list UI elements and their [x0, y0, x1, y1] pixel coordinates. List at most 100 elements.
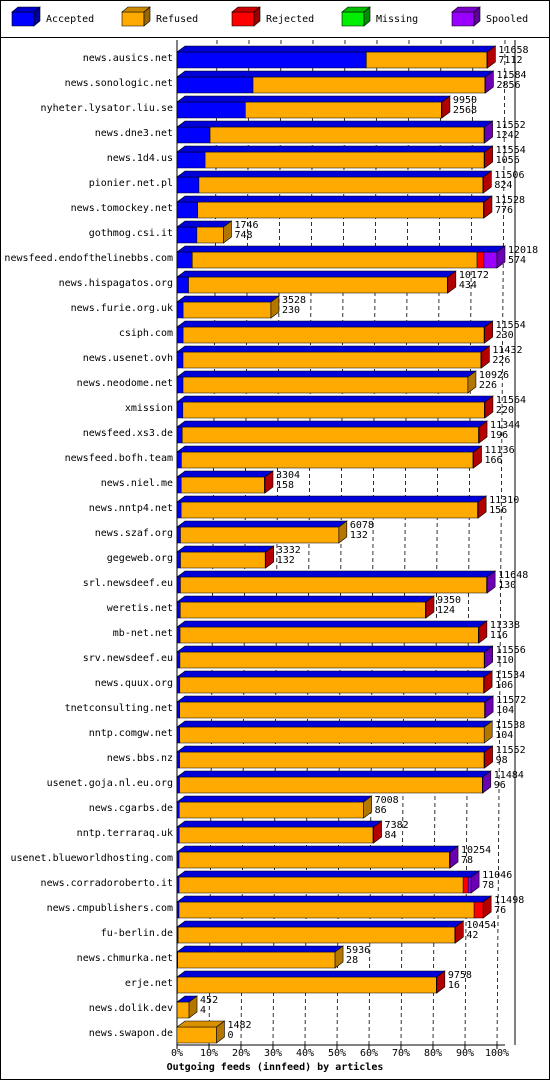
accepted-label: 220	[496, 405, 514, 416]
bar-segment	[484, 252, 497, 268]
bar-top	[177, 371, 476, 377]
bar-segment	[177, 127, 210, 143]
bar-top	[177, 171, 491, 177]
bar-segment	[245, 102, 441, 118]
bar-segment	[181, 477, 264, 493]
x-tick-label: 40%	[296, 1048, 314, 1059]
legend-swatch	[12, 12, 34, 26]
accepted-label: 1056	[496, 155, 520, 166]
accepted-label: 42	[466, 930, 478, 941]
bar-segment	[180, 677, 484, 693]
bar-segment	[179, 852, 449, 868]
accepted-label: 110	[496, 655, 514, 666]
category-label: news.tomockey.net	[71, 203, 173, 214]
bar-segment	[177, 602, 180, 618]
accepted-label: 132	[277, 555, 295, 566]
bar-top	[177, 471, 273, 477]
legend-label: Refused	[156, 14, 198, 25]
bar-top	[177, 671, 492, 677]
bar-top	[177, 896, 491, 902]
category-label: csiph.com	[119, 328, 173, 339]
category-label: srv.newsdeef.eu	[83, 653, 173, 664]
category-label: news.hispagatos.org	[59, 278, 173, 289]
category-label: fu-berlin.de	[101, 928, 173, 939]
bar-segment	[180, 752, 484, 768]
legend-label: Accepted	[46, 14, 94, 25]
category-label: news.ausics.net	[83, 53, 173, 64]
bar-segment	[179, 802, 363, 818]
bar-top	[177, 321, 493, 327]
bar-segment	[183, 402, 485, 418]
bar-segment	[177, 177, 199, 193]
accepted-label: 28	[346, 955, 358, 966]
bar-top	[177, 346, 489, 352]
x-tick-label: 60%	[360, 1048, 378, 1059]
bar-segment	[179, 827, 373, 843]
bar-top	[177, 196, 492, 202]
bar-top	[177, 871, 479, 877]
bar-top	[177, 521, 347, 527]
bar-top	[177, 246, 505, 252]
bar-segment	[477, 252, 484, 268]
accepted-label: 776	[495, 205, 513, 216]
bar-segment	[177, 352, 183, 368]
accepted-label: 2568	[453, 105, 477, 116]
category-label: news.usenet.ovh	[83, 353, 173, 364]
bar-segment	[177, 102, 245, 118]
category-label: nntp.terraraq.uk	[77, 828, 173, 839]
bar-top	[177, 146, 493, 152]
category-label: gothmog.csi.it	[89, 228, 173, 239]
category-label: tnetconsulting.net	[65, 703, 173, 714]
bar-segment	[253, 77, 485, 93]
legend-label: Rejected	[266, 14, 314, 25]
accepted-label: 130	[498, 580, 516, 591]
bar-segment	[177, 902, 179, 918]
bar-segment	[177, 527, 181, 543]
accepted-label: 0	[227, 1030, 233, 1041]
accepted-label: 106	[495, 680, 513, 691]
accepted-label: 116	[490, 630, 508, 641]
bar-segment	[179, 877, 463, 893]
bar-segment	[366, 52, 487, 68]
bar-segment	[177, 677, 180, 693]
bar-segment	[178, 952, 335, 968]
accepted-label: 230	[282, 305, 300, 316]
bar-segment	[177, 1002, 189, 1018]
accepted-label: 230	[496, 330, 514, 341]
category-label: weretis.net	[107, 603, 173, 614]
category-label: news.cgarbs.de	[89, 803, 173, 814]
accepted-label: 76	[494, 905, 506, 916]
bar-top	[177, 96, 450, 102]
bar-segment	[177, 877, 179, 893]
category-label: erje.net	[125, 978, 173, 989]
bar-segment	[177, 552, 181, 568]
bar-segment	[177, 627, 180, 643]
accepted-label: 78	[482, 880, 494, 891]
bar-segment	[210, 127, 484, 143]
accepted-label: 1242	[496, 130, 520, 141]
accepted-label: 96	[494, 780, 506, 791]
accepted-label: 574	[508, 255, 526, 266]
category-label: news.chmurka.net	[77, 953, 173, 964]
x-tick-label: 80%	[424, 1048, 442, 1059]
accepted-label: 132	[350, 530, 368, 541]
category-label: news.1d4.us	[107, 153, 173, 164]
bar-segment	[177, 152, 205, 168]
bar-segment	[177, 852, 179, 868]
bar-segment	[177, 77, 253, 93]
x-tick-label: 20%	[232, 1048, 250, 1059]
x-tick-label: 90%	[456, 1048, 474, 1059]
bar-top	[177, 921, 463, 927]
accepted-label: 4	[200, 1005, 206, 1016]
bar-segment	[180, 727, 484, 743]
bar-segment	[180, 627, 478, 643]
category-label: newsfeed.bofh.team	[65, 453, 173, 464]
accepted-label: 2856	[496, 80, 520, 91]
bar-segment	[192, 252, 477, 268]
bar-segment	[177, 1027, 216, 1043]
bar-segment	[181, 452, 473, 468]
category-label: news.dolik.dev	[89, 1003, 173, 1014]
accepted-label: 104	[495, 730, 513, 741]
category-label: news.corradoroberto.it	[41, 878, 173, 889]
bar-segment	[177, 477, 181, 493]
